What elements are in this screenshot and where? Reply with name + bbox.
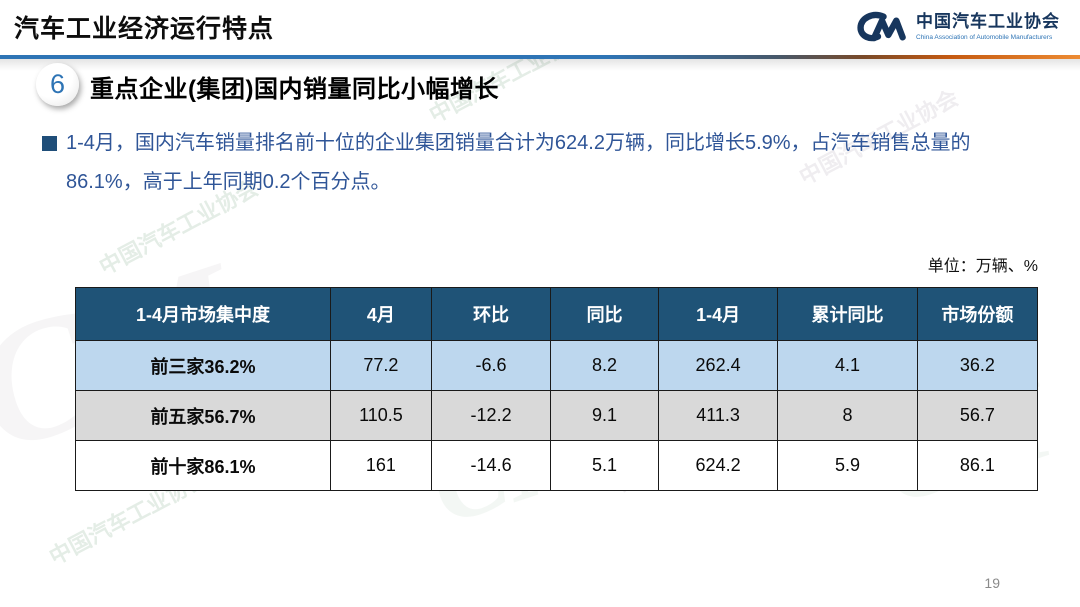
bullet-text: 1-4月，国内汽车销量排名前十位的企业集团销量合计为624.2万辆，同比增长5.… <box>66 132 971 193</box>
table-cell: 262.4 <box>657 340 779 391</box>
row-label: 前十家86.1% <box>75 440 331 491</box>
table-cell: 411.3 <box>657 390 779 441</box>
table-row: 前十家86.1% 161 -14.6 5.1 624.2 5.9 86.1 <box>75 440 1039 491</box>
unit-label: 单位：万辆、% <box>927 258 1038 275</box>
column-header: 1-4月 <box>657 287 779 341</box>
page-title: 汽车工业经济运行特点 <box>14 15 275 43</box>
caam-logo-name-en: China Association of Automobile Manufact… <box>916 33 1053 41</box>
section-number-badge: 6 <box>36 63 79 106</box>
table-cell: 624.2 <box>657 440 779 491</box>
market-concentration-table: 1-4月市场集中度 4月 环比 同比 1-4月 累计同比 市场份额 前三家36.… <box>75 287 1039 491</box>
table-cell: 5.9 <box>777 440 918 491</box>
table-header-row: 1-4月市场集中度 4月 环比 同比 1-4月 累计同比 市场份额 <box>75 287 1039 341</box>
caam-logo-name-cn: 中国汽车工业协会 <box>916 12 1060 32</box>
row-label: 前三家36.2% <box>75 340 331 391</box>
table-cell: 77.2 <box>329 340 432 391</box>
table-cell: 8 <box>777 390 918 441</box>
table-cell: -12.2 <box>430 390 552 441</box>
table-cell: 8.2 <box>550 340 659 391</box>
table-cell: 4.1 <box>777 340 918 391</box>
caam-logo-icon <box>857 11 906 42</box>
table-cell: 110.5 <box>329 390 432 441</box>
section-heading: 重点企业(集团)国内销量同比小幅增长 <box>90 76 499 103</box>
table-cell: 161 <box>329 440 432 491</box>
caam-logo-names: 中国汽车工业协会 China Association of Automobile… <box>916 12 1060 41</box>
row-label: 前五家56.7% <box>75 390 331 441</box>
caam-logo: 中国汽车工业协会 China Association of Automobile… <box>855 9 1060 45</box>
table-cell: 56.7 <box>916 390 1039 441</box>
column-header: 同比 <box>550 287 659 341</box>
header-divider-shadow <box>0 59 1080 71</box>
column-header: 1-4月市场集中度 <box>75 287 331 341</box>
table-row: 前三家36.2% 77.2 -6.6 8.2 262.4 4.1 36.2 <box>75 340 1039 391</box>
bullet-item: 1-4月，国内汽车销量排名前十位的企业集团销量合计为624.2万辆，同比增长5.… <box>42 124 1014 202</box>
column-header: 累计同比 <box>777 287 918 341</box>
page-number: 19 <box>984 575 1000 591</box>
header-divider <box>0 55 1080 59</box>
bullet-square-icon <box>42 136 57 151</box>
column-header: 环比 <box>430 287 552 341</box>
table-cell: -14.6 <box>430 440 552 491</box>
table-cell: 36.2 <box>916 340 1039 391</box>
table-cell: 86.1 <box>916 440 1039 491</box>
table-cell: 9.1 <box>550 390 659 441</box>
slide-header: 汽车工业经济运行特点 中国汽车工业协会 China Association of… <box>0 0 1080 55</box>
table-cell: 5.1 <box>550 440 659 491</box>
column-header: 4月 <box>329 287 432 341</box>
table-cell: -6.6 <box>430 340 552 391</box>
table-row: 前五家56.7% 110.5 -12.2 9.1 411.3 8 56.7 <box>75 390 1039 441</box>
column-header: 市场份额 <box>916 287 1039 341</box>
